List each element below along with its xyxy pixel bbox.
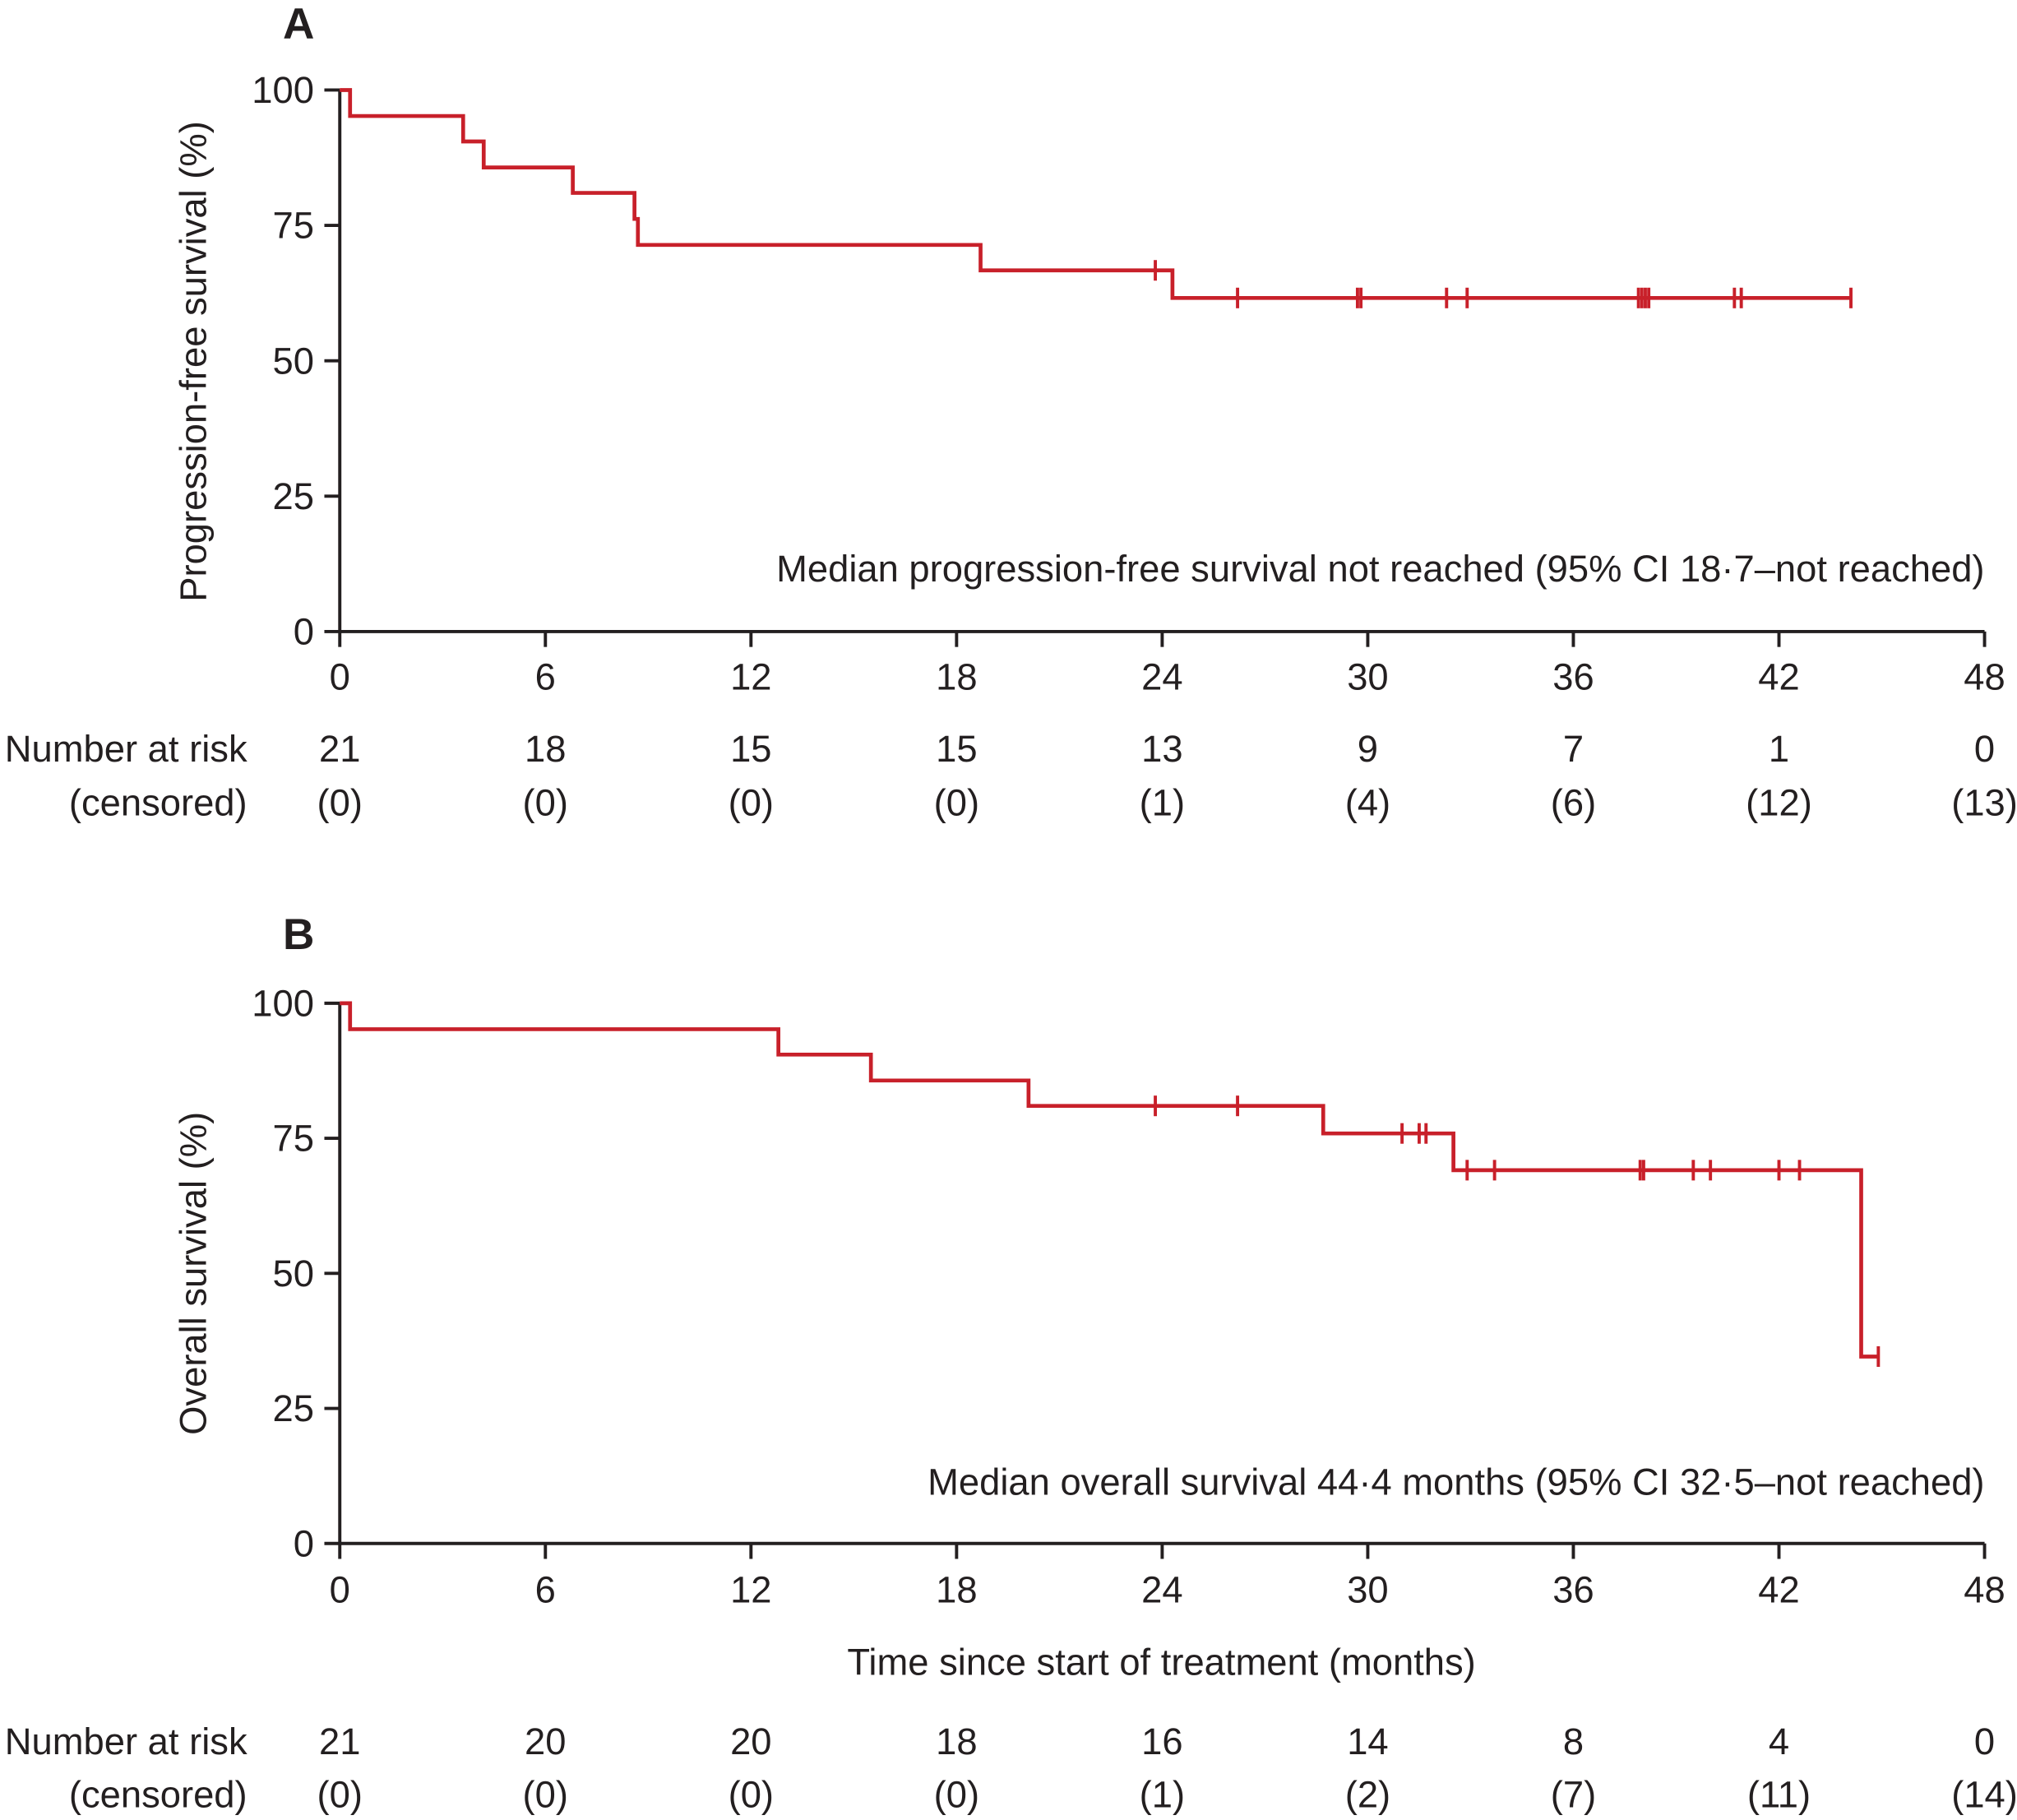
risk-at-risk-value: 21 — [319, 1720, 360, 1762]
x-tick-label: 24 — [1141, 655, 1182, 697]
y-axis-label-b: Overall survival (%) — [173, 1112, 215, 1435]
y-tick-label: 50 — [273, 1253, 314, 1294]
x-tick-label: 30 — [1347, 1569, 1388, 1611]
y-tick-label: 75 — [273, 205, 314, 247]
risk-at-risk-value: 4 — [1769, 1720, 1789, 1762]
risk-at-risk-value: 7 — [1563, 728, 1584, 770]
x-tick-label: 18 — [936, 1569, 977, 1611]
risk-censored-value: (7) — [1551, 1773, 1596, 1815]
risk-censored-value: (13) — [1951, 782, 2017, 824]
risk-table-label-censored: (censored) — [69, 782, 247, 824]
median-annotation-a: Median progression-free survival not rea… — [776, 548, 1984, 590]
risk-at-risk-value: 16 — [1141, 1720, 1182, 1762]
panel-b-os: B Overall survival (%) Median overall su… — [5, 910, 2017, 1815]
y-tick-label: 25 — [273, 1387, 314, 1429]
y-tick-label: 100 — [252, 983, 314, 1025]
survival-curve — [340, 1001, 1879, 1359]
risk-at-risk-value: 9 — [1358, 728, 1378, 770]
risk-at-risk-value: 18 — [525, 728, 566, 770]
x-tick-label: 12 — [730, 1569, 771, 1611]
y-axis-label-a: Progression-free survival (%) — [173, 121, 215, 602]
y-tick-label: 25 — [273, 475, 314, 517]
x-tick-label: 36 — [1552, 1569, 1594, 1611]
risk-censored-value: (12) — [1746, 782, 1812, 824]
risk-censored-value: (6) — [1551, 782, 1596, 824]
risk-censored-value: (0) — [934, 1773, 979, 1815]
risk-table-label-at-risk: Number at risk — [5, 728, 247, 770]
risk-at-risk-value: 13 — [1141, 728, 1182, 770]
x-tick-label: 42 — [1758, 655, 1799, 697]
survival-curve — [340, 88, 1852, 300]
x-tick-label: 0 — [330, 1569, 350, 1611]
risk-at-risk-value: 18 — [936, 1720, 977, 1762]
x-tick-label: 36 — [1552, 655, 1594, 697]
risk-censored-value: (4) — [1345, 782, 1390, 824]
y-tick-label: 75 — [273, 1118, 314, 1160]
x-tick-label: 48 — [1964, 1569, 2005, 1611]
panel-label-a: A — [283, 0, 314, 49]
risk-censored-value: (0) — [934, 782, 979, 824]
risk-censored-value: (2) — [1345, 1773, 1390, 1815]
risk-at-risk-value: 15 — [936, 728, 977, 770]
median-annotation-b: Median overall survival 44·4 months (95%… — [928, 1461, 1984, 1503]
risk-censored-value: (14) — [1951, 1773, 2017, 1815]
x-tick-label: 24 — [1141, 1569, 1182, 1611]
risk-censored-value: (0) — [523, 1773, 568, 1815]
x-tick-label: 18 — [936, 655, 977, 697]
x-tick-label: 6 — [535, 1569, 556, 1611]
risk-censored-value: (0) — [729, 1773, 774, 1815]
risk-at-risk-value: 1 — [1769, 728, 1789, 770]
x-tick-label: 6 — [535, 655, 556, 697]
risk-censored-value: (11) — [1747, 1773, 1811, 1815]
risk-table-label-at-risk: Number at risk — [5, 1720, 247, 1762]
y-tick-label: 0 — [294, 611, 314, 653]
risk-at-risk-value: 15 — [730, 728, 771, 770]
risk-table-label-censored: (censored) — [69, 1773, 247, 1815]
panel-label-b: B — [283, 910, 314, 959]
y-tick-label: 50 — [273, 340, 314, 382]
risk-censored-value: (0) — [729, 782, 774, 824]
risk-at-risk-value: 14 — [1347, 1720, 1388, 1762]
x-tick-label: 0 — [330, 655, 350, 697]
risk-censored-value: (0) — [317, 782, 363, 824]
y-tick-label: 100 — [252, 69, 314, 111]
risk-at-risk-value: 0 — [1974, 1720, 1995, 1762]
risk-at-risk-value: 8 — [1563, 1720, 1584, 1762]
risk-at-risk-value: 20 — [730, 1720, 771, 1762]
x-tick-label: 48 — [1964, 655, 2005, 697]
x-tick-label: 30 — [1347, 655, 1388, 697]
risk-at-risk-value: 21 — [319, 728, 360, 770]
risk-censored-value: (0) — [523, 782, 568, 824]
risk-at-risk-value: 0 — [1974, 728, 1995, 770]
x-tick-label: 12 — [730, 655, 771, 697]
risk-censored-value: (1) — [1140, 1773, 1185, 1815]
risk-censored-value: (0) — [317, 1773, 363, 1815]
panel-a-pfs: A Progression-free survival (%) Median p… — [5, 0, 2017, 824]
y-tick-label: 0 — [294, 1522, 314, 1564]
risk-at-risk-value: 20 — [525, 1720, 566, 1762]
x-axis-label-b: Time since start of treatment (months) — [847, 1641, 1475, 1683]
x-tick-label: 42 — [1758, 1569, 1799, 1611]
risk-censored-value: (1) — [1140, 782, 1185, 824]
